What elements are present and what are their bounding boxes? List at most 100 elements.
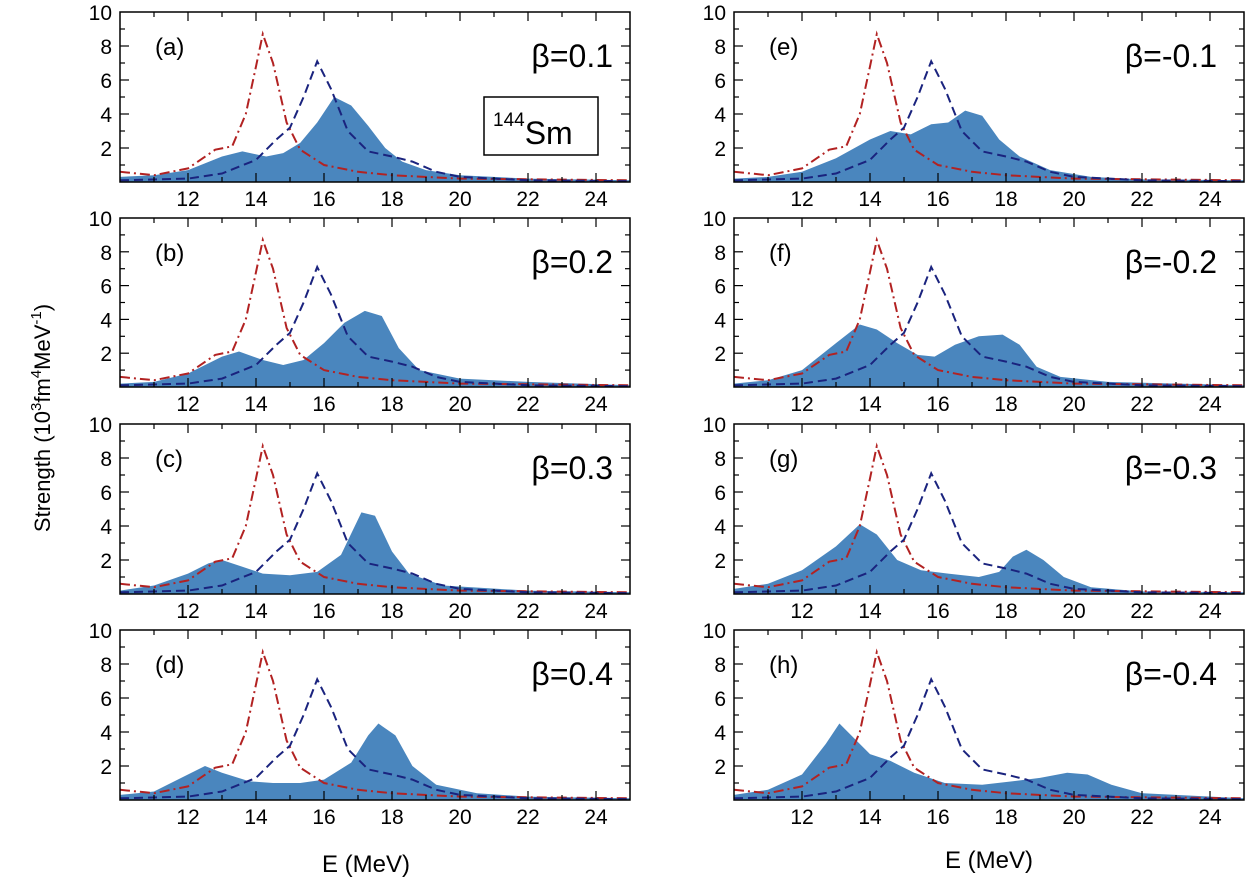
x-tick-label: 12 <box>790 188 813 211</box>
x-tick-label: 20 <box>448 393 471 416</box>
x-tick-label: 24 <box>1198 806 1222 829</box>
x-tick-label: 14 <box>858 600 882 623</box>
ylabel-end: MeV <box>30 324 55 370</box>
y-tick-label: 4 <box>714 722 726 745</box>
x-tick-label: 22 <box>516 393 539 416</box>
y-tick-label: 4 <box>714 309 726 332</box>
x-tick-label: 16 <box>926 600 949 623</box>
panel-letter: (c) <box>155 446 183 473</box>
panel-f: 12 14 16 18 20 22 24246810(f) β=-0.2 <box>703 208 1244 416</box>
y-tick-label: 6 <box>714 70 726 93</box>
x-tick-label: 12 <box>790 393 813 416</box>
panel-letter: (e) <box>769 34 798 61</box>
x-tick-label: 18 <box>380 600 403 623</box>
beta-label: β=0.4 <box>531 656 613 692</box>
panel-letter: (f) <box>769 240 792 267</box>
y-tick-label: 6 <box>714 688 726 711</box>
y-tick-label: 6 <box>100 276 112 299</box>
y-tick-label: 8 <box>100 448 112 471</box>
y-tick-label: 4 <box>100 104 112 127</box>
y-tick-label: 8 <box>714 654 726 677</box>
beta-label: β=-0.4 <box>1125 656 1217 692</box>
x-tick-label: 22 <box>516 600 539 623</box>
x-tick-label: 22 <box>516 188 539 211</box>
beta-label: β=0.1 <box>531 38 613 74</box>
x-tick-label: 24 <box>584 806 608 829</box>
x-tick-label: 12 <box>176 188 199 211</box>
filled-strength-area <box>120 512 630 594</box>
y-tick-label: 10 <box>703 620 726 643</box>
x-tick-label: 14 <box>244 393 268 416</box>
x-tick-label: 14 <box>858 188 882 211</box>
x-tick-label: 18 <box>994 393 1017 416</box>
x-tick-label: 20 <box>1062 600 1085 623</box>
x-tick-label: 18 <box>994 806 1017 829</box>
x-tick-label: 24 <box>584 393 608 416</box>
filled-strength-area <box>734 724 1244 801</box>
x-tick-label: 20 <box>1062 188 1085 211</box>
x-tick-label: 12 <box>176 600 199 623</box>
x-axis-title-left: E (MeV) <box>322 851 410 878</box>
filled-strength-area <box>734 325 1244 388</box>
x-tick-label: 24 <box>584 188 608 211</box>
x-tick-label: 22 <box>1130 393 1153 416</box>
y-tick-label: 4 <box>100 516 112 539</box>
y-tick-label: 10 <box>703 2 726 25</box>
x-tick-label: 22 <box>1130 600 1153 623</box>
y-tick-label: 10 <box>89 414 112 437</box>
y-tick-label: 2 <box>100 343 112 366</box>
x-tick-label: 20 <box>448 600 471 623</box>
x-tick-label: 20 <box>1062 393 1085 416</box>
panel-letter: (a) <box>155 34 184 61</box>
ylabel-close: ) <box>30 304 55 311</box>
y-tick-label: 10 <box>89 208 112 231</box>
y-tick-label: 8 <box>714 242 726 265</box>
x-tick-label: 12 <box>790 806 813 829</box>
x-tick-label: 12 <box>790 600 813 623</box>
x-tick-label: 18 <box>380 188 403 211</box>
x-tick-label: 22 <box>516 806 539 829</box>
panel-letter: (g) <box>769 446 798 473</box>
x-tick-label: 14 <box>244 188 268 211</box>
x-tick-label: 14 <box>244 600 268 623</box>
x-tick-label: 20 <box>448 188 471 211</box>
beta-label: β=-0.2 <box>1125 244 1217 280</box>
y-tick-label: 4 <box>714 516 726 539</box>
y-tick-label: 8 <box>100 654 112 677</box>
y-tick-label: 6 <box>100 688 112 711</box>
panel-letter: (b) <box>155 240 184 267</box>
x-tick-label: 14 <box>244 806 268 829</box>
y-tick-label: 4 <box>100 722 112 745</box>
x-tick-label: 22 <box>1130 806 1153 829</box>
x-tick-label: 16 <box>312 188 335 211</box>
y-tick-label: 10 <box>703 414 726 437</box>
filled-strength-area <box>734 524 1244 594</box>
x-tick-label: 20 <box>1062 806 1085 829</box>
filled-strength-area <box>734 111 1244 182</box>
x-tick-label: 18 <box>994 188 1017 211</box>
y-tick-label: 6 <box>100 70 112 93</box>
y-tick-label: 4 <box>714 104 726 127</box>
x-tick-label: 16 <box>926 393 949 416</box>
y-tick-label: 2 <box>714 756 726 779</box>
y-tick-label: 2 <box>714 343 726 366</box>
y-axis-title: Strength (103fm4MeV-1) <box>28 304 55 532</box>
y-tick-label: 2 <box>100 756 112 779</box>
x-tick-label: 14 <box>858 806 882 829</box>
ylabel-main: Strength (10 <box>30 411 55 532</box>
ylabel-sup1: 3 <box>28 403 45 411</box>
x-tick-label: 24 <box>584 600 608 623</box>
panel-letter: (h) <box>769 652 798 679</box>
x-tick-label: 16 <box>926 188 949 211</box>
y-tick-label: 8 <box>100 242 112 265</box>
y-tick-label: 8 <box>100 36 112 59</box>
y-tick-label: 2 <box>100 138 112 161</box>
y-tick-label: 6 <box>714 276 726 299</box>
y-tick-label: 8 <box>714 448 726 471</box>
beta-label: β=0.3 <box>531 450 613 486</box>
x-tick-label: 18 <box>380 806 403 829</box>
x-tick-label: 22 <box>1130 188 1153 211</box>
